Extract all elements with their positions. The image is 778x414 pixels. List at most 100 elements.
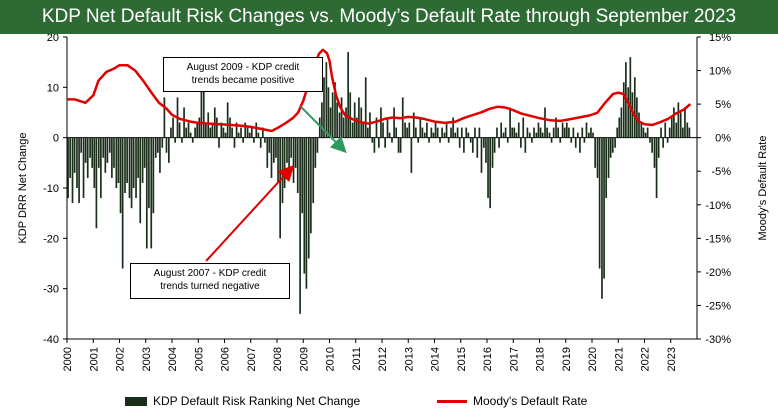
bar: [207, 112, 210, 138]
x-tick-label: 2022: [640, 347, 652, 371]
bar: [100, 137, 102, 199]
bar: [633, 77, 636, 138]
bar: [174, 137, 176, 143]
bar: [384, 137, 386, 148]
bar: [275, 137, 277, 158]
bar: [426, 122, 428, 138]
bar: [270, 137, 273, 178]
bar: [670, 117, 673, 138]
bar: [548, 132, 551, 138]
bar: [255, 122, 258, 138]
bar: [97, 137, 100, 168]
annotation-2009-line-1: August 2009 - KDP credit: [186, 62, 300, 73]
bar: [202, 82, 205, 138]
bar: [395, 127, 398, 138]
bar: [611, 137, 614, 153]
annotation-arrow-2007: [205, 164, 295, 262]
bar: [310, 137, 312, 234]
bar: [80, 137, 83, 153]
bar: [474, 127, 476, 138]
bar: [515, 132, 518, 138]
bar: [351, 122, 354, 138]
bar: [441, 127, 443, 138]
bar: [480, 137, 483, 173]
bar: [430, 127, 433, 138]
bar: [307, 137, 310, 259]
bar: [531, 137, 533, 143]
bar: [209, 127, 212, 138]
bar: [93, 137, 96, 188]
bar: [436, 127, 439, 138]
bar: [487, 137, 489, 199]
bar: [336, 102, 338, 138]
bar: [388, 132, 391, 138]
bar: [681, 127, 684, 138]
bar: [559, 137, 562, 143]
bar: [139, 137, 142, 224]
bar: [292, 137, 295, 183]
bar: [513, 127, 516, 138]
bar: [557, 127, 559, 138]
bar: [607, 137, 610, 178]
bar: [233, 137, 236, 148]
bar: [163, 97, 166, 138]
bar: [321, 102, 323, 138]
bar: [434, 122, 437, 138]
bar: [524, 137, 527, 153]
bar: [231, 127, 233, 138]
bar: [283, 137, 286, 188]
bar: [399, 137, 402, 153]
bar: [614, 137, 616, 148]
bar: [568, 127, 570, 138]
bar: [502, 132, 505, 138]
bar: [465, 127, 468, 138]
bar: [82, 137, 85, 199]
bar: [187, 122, 190, 138]
bar: [454, 132, 457, 138]
bar: [603, 137, 605, 279]
bar: [264, 137, 266, 143]
bar: [331, 92, 334, 138]
bar: [237, 132, 240, 138]
bar: [483, 137, 485, 148]
bar: [366, 127, 369, 138]
bar: [380, 107, 382, 138]
bar: [668, 127, 671, 138]
bar: [316, 137, 319, 153]
y2-tick-label: -30%: [705, 334, 731, 346]
x-tick-label: 2013: [403, 347, 415, 371]
bar: [288, 137, 290, 178]
axes: 20100-10-20-30-4015%10%5%0%-5%-10%-15%-2…: [17, 34, 769, 371]
bar: [452, 117, 454, 138]
bar: [528, 132, 531, 138]
bar: [391, 137, 393, 143]
bar: [404, 122, 406, 138]
chart-title: KDP Net Default Risk Changes vs. Moody’s…: [0, 0, 778, 34]
bar: [152, 137, 155, 214]
bar: [189, 132, 192, 138]
bar: [539, 127, 542, 138]
x-tick-label: 2019: [561, 347, 573, 371]
bar: [408, 122, 411, 138]
bar: [137, 137, 139, 178]
bar: [347, 52, 349, 138]
bar: [378, 137, 380, 148]
bar: [178, 122, 181, 138]
bar: [423, 132, 426, 138]
bar: [489, 137, 491, 209]
bar: [535, 132, 538, 138]
bar: [154, 137, 157, 158]
bar: [493, 137, 496, 153]
x-tick-label: 2008: [272, 347, 284, 371]
bar: [117, 137, 120, 183]
legend: KDP Default Risk Ranking Net Change Mood…: [0, 394, 778, 412]
bar: [128, 137, 131, 199]
bar: [248, 132, 251, 138]
bar: [296, 137, 299, 194]
bar: [119, 137, 122, 214]
bar: [585, 122, 588, 138]
bar: [640, 122, 643, 138]
bar: [443, 132, 446, 138]
annotation-arrow-2009: [299, 105, 347, 154]
bar: [638, 112, 640, 138]
